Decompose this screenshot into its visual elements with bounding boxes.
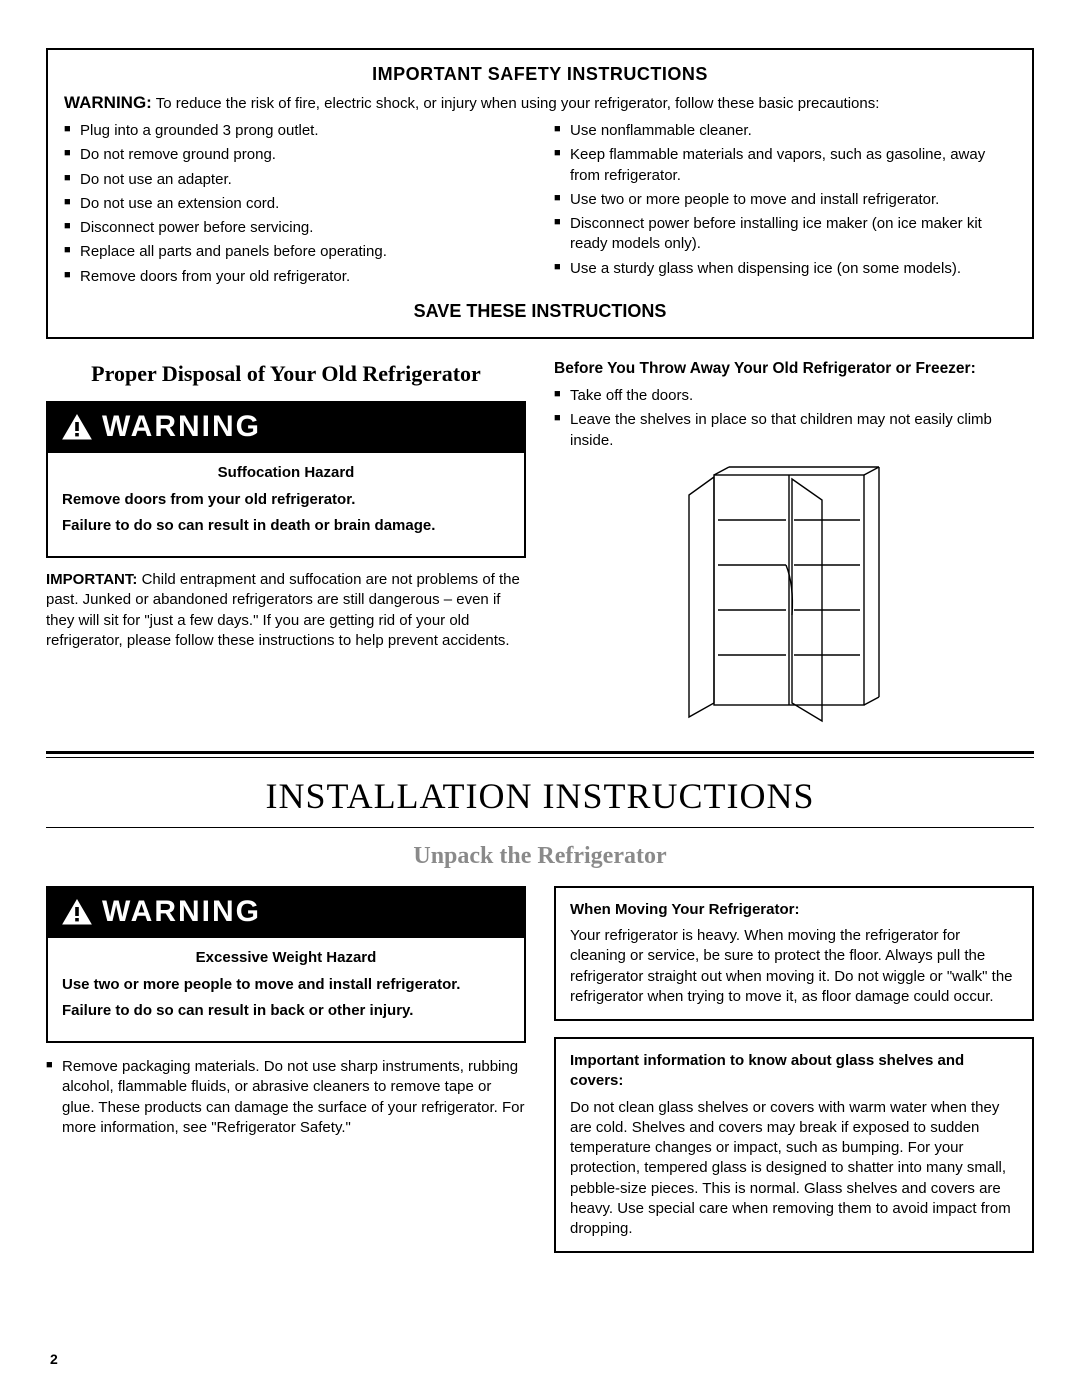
list-item: Remove doors from your old refrigerator. (64, 267, 526, 287)
unpack-list: Remove packaging materials. Do not use s… (46, 1057, 526, 1138)
list-item: Leave the shelves in place so that child… (554, 410, 1034, 451)
section-divider (46, 751, 1034, 758)
important-label: IMPORTANT: (46, 571, 137, 588)
disposal-right: Before You Throw Away Your Old Refrigera… (554, 359, 1034, 725)
list-item: Plug into a grounded 3 prong outlet. (64, 121, 526, 141)
safety-warning-intro: WARNING: To reduce the risk of fire, ele… (64, 92, 1016, 115)
warning-banner: WARNING (46, 401, 526, 454)
important-paragraph: IMPORTANT: Child entrapment and suffocat… (46, 570, 526, 651)
hazard-name: Excessive Weight Hazard (62, 948, 510, 968)
glass-info-box: Important information to know about glas… (554, 1037, 1034, 1253)
warning-triangle-icon (62, 414, 92, 440)
list-item: Replace all parts and panels before oper… (64, 242, 526, 262)
unpack-right: When Moving Your Refrigerator: Your refr… (554, 886, 1034, 1270)
moving-info-box: When Moving Your Refrigerator: Your refr… (554, 886, 1034, 1021)
list-item: Use a sturdy glass when dispensing ice (… (554, 259, 1016, 279)
unpack-left: WARNING Excessive Weight Hazard Use two … (46, 886, 526, 1270)
list-item: Do not use an extension cord. (64, 194, 526, 214)
before-heading: Before You Throw Away Your Old Refrigera… (554, 359, 1034, 380)
safety-heading: IMPORTANT SAFETY INSTRUCTIONS (64, 62, 1016, 86)
disposal-row: Proper Disposal of Your Old Refrigerator… (46, 359, 1034, 725)
unpack-heading: Unpack the Refrigerator (46, 840, 1034, 872)
warning-triangle-icon (62, 899, 92, 925)
refrigerator-illustration (674, 465, 914, 725)
moving-heading: When Moving Your Refrigerator: (570, 900, 1018, 920)
list-item: Do not remove ground prong. (64, 145, 526, 165)
list-item: Disconnect power before installing ice m… (554, 214, 1016, 255)
list-item: Remove packaging materials. Do not use s… (46, 1057, 526, 1138)
warning-banner: WARNING (46, 886, 526, 939)
warning-label: WARNING: (64, 93, 152, 112)
before-list: Take off the doors. Leave the shelves in… (554, 386, 1034, 451)
disposal-heading: Proper Disposal of Your Old Refrigerator (46, 359, 526, 389)
thin-rule (46, 827, 1034, 828)
list-item: Use nonflammable cleaner. (554, 121, 1016, 141)
list-item: Do not use an adapter. (64, 170, 526, 190)
safety-right-list: Use nonflammable cleaner. Keep flammable… (554, 121, 1016, 279)
installation-title: INSTALLATION INSTRUCTIONS (46, 772, 1034, 821)
glass-heading: Important information to know about glas… (570, 1051, 1018, 1092)
disposal-left: Proper Disposal of Your Old Refrigerator… (46, 359, 526, 725)
safety-instructions-box: IMPORTANT SAFETY INSTRUCTIONS WARNING: T… (46, 48, 1034, 339)
list-item: Take off the doors. (554, 386, 1034, 406)
hazard-line: Remove doors from your old refrigerator. (62, 490, 510, 510)
warning-title: WARNING (102, 892, 261, 933)
hazard-name: Suffocation Hazard (62, 463, 510, 483)
warning-body: Suffocation Hazard Remove doors from you… (46, 453, 526, 558)
hazard-line: Failure to do so can result in death or … (62, 516, 510, 536)
page-number: 2 (50, 1350, 58, 1369)
moving-text: Your refrigerator is heavy. When moving … (570, 926, 1018, 1007)
hazard-line: Use two or more people to move and insta… (62, 975, 510, 995)
list-item: Keep flammable materials and vapors, suc… (554, 145, 1016, 186)
unpack-row: WARNING Excessive Weight Hazard Use two … (46, 886, 1034, 1270)
safety-columns: Plug into a grounded 3 prong outlet. Do … (64, 121, 1016, 291)
glass-text: Do not clean glass shelves or covers wit… (570, 1098, 1018, 1240)
warning-title: WARNING (102, 407, 261, 448)
warning-body: Excessive Weight Hazard Use two or more … (46, 938, 526, 1043)
safety-left-list: Plug into a grounded 3 prong outlet. Do … (64, 121, 526, 287)
list-item: Disconnect power before servicing. (64, 218, 526, 238)
warning-text: To reduce the risk of fire, electric sho… (156, 95, 880, 112)
list-item: Use two or more people to move and insta… (554, 190, 1016, 210)
hazard-line: Failure to do so can result in back or o… (62, 1001, 510, 1021)
save-instructions: SAVE THESE INSTRUCTIONS (64, 299, 1016, 323)
